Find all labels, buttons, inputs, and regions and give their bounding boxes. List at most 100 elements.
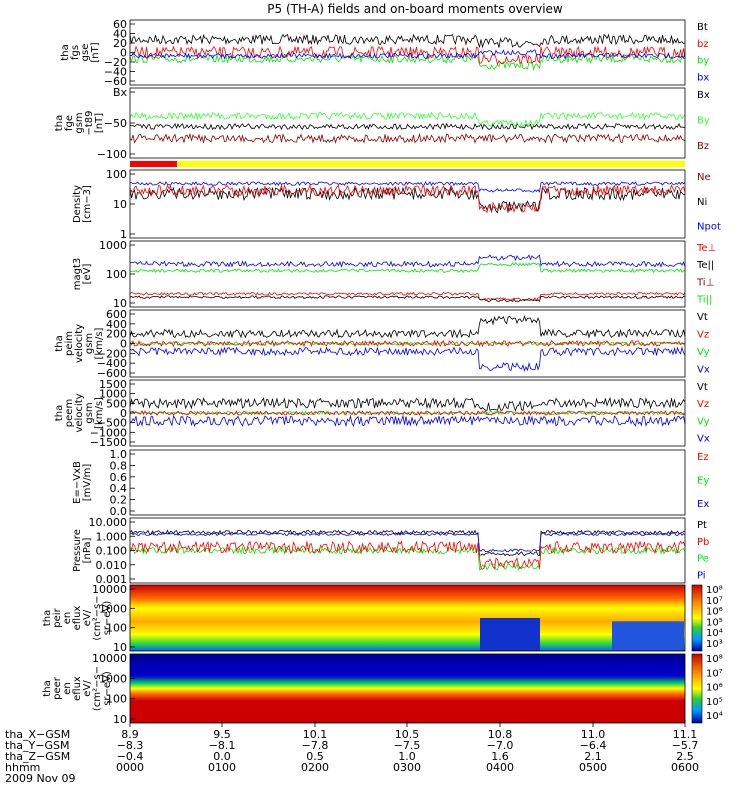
- temp-trace-3: [129, 295, 685, 303]
- footer-value: 1.6: [491, 750, 509, 763]
- footer-value: 0600: [671, 761, 699, 774]
- ion_spec-axis-label-line: (cm²−s−: [92, 595, 103, 640]
- ion_spec-axis-label-line: eV/: [82, 609, 93, 626]
- efield-tick-label: 0.6: [110, 471, 128, 484]
- footer-value: −6.4: [580, 739, 607, 752]
- fge-axis-label: thafgegsm−t89[nT]: [54, 110, 105, 135]
- density-trace-0: [129, 181, 686, 193]
- vel_i-axis-label: thapeimvelocitygsm[km/s]: [54, 324, 105, 363]
- pressure-axis-label: Pressure[nPa]: [72, 529, 93, 572]
- footer-value: 0.0: [213, 750, 231, 763]
- vel_e-tick-label: −500: [97, 417, 127, 430]
- footer-value: −5.7: [672, 739, 699, 752]
- temp-trace-2: [129, 291, 686, 302]
- vel_e-legend-item: Vz: [697, 399, 709, 410]
- footer-row-label: tha_Z−GSM: [5, 750, 70, 763]
- vel_i-legend-item: Vy: [697, 347, 710, 358]
- vel_e-tick-label: −1500: [90, 436, 127, 449]
- fgs-axis-label-line: [nT]: [90, 42, 101, 62]
- fgs-axis-label-line: gse: [80, 44, 91, 62]
- ion_spec-axis-label-line: peir: [52, 607, 63, 627]
- density-legend-item: Ni: [697, 197, 707, 208]
- temp-legend-item: Ti||: [696, 294, 712, 305]
- panels: 6040200−20−40−60thafgsgse[nT]BtbzbybxBx−…: [42, 18, 723, 726]
- fge-trace-0: [130, 122, 686, 131]
- vel_i-axis-label-line: tha: [54, 335, 65, 351]
- vel_e-tick-label: −1000: [90, 426, 127, 439]
- pressure-axis-label-line: [nPa]: [82, 537, 93, 563]
- fge-axis-label-line: tha: [54, 115, 65, 131]
- pressure-trace-2: [129, 539, 686, 570]
- ion_spec-colorbar-label: 10³: [706, 639, 723, 650]
- ion_spec-spectrogram: [130, 585, 685, 651]
- ion_spec-axis-label-line: en: [62, 612, 73, 625]
- ele_spec-axis-label-line: peer: [52, 676, 63, 700]
- pressure-legend-item: Pt: [697, 520, 707, 531]
- ion_spec-frame: [129, 584, 686, 652]
- ion_spec-tick-label: 10000: [92, 583, 127, 596]
- footer-value: 0500: [579, 761, 607, 774]
- vel_e-legend-item: Vy: [697, 416, 710, 427]
- ion_spec-colorbar-label: 10⁴: [706, 628, 723, 639]
- fgs-axis-label: thafgsgse[nT]: [60, 42, 101, 62]
- ion_spec-axis-label-line: tha: [42, 610, 53, 626]
- fgs-legend-item: bz: [697, 39, 709, 50]
- ion_spec-colorbar-label: 10⁵: [706, 617, 723, 628]
- vel_i-trace-1: [129, 341, 686, 346]
- efield-tick-label: 0.8: [110, 459, 128, 472]
- footer-value: 10.5: [395, 728, 420, 741]
- ion-spec-low-flux: [480, 618, 540, 651]
- fge-trace-2: [129, 132, 686, 144]
- ele_spec-axis-label: thapeerenefluxeV/(cm²−s−sr−eV): [42, 666, 113, 711]
- ele_spec-colorbar: [691, 653, 703, 724]
- pressure-tick-label: 0.010: [96, 559, 128, 572]
- ion_spec-tick-label: 100: [106, 622, 127, 635]
- efield-legend-item: Ey: [697, 476, 709, 487]
- footer-value: 9.5: [213, 728, 231, 741]
- temp-trace-0: [129, 262, 686, 274]
- fge-axis-label-line: fge: [64, 115, 75, 131]
- efield-axis-label-line: [mV/m]: [82, 464, 93, 502]
- ele_spec-colorbar-label: 10⁷: [706, 668, 723, 679]
- ele_spec-axis-label-line: en: [62, 682, 73, 695]
- ion_spec-tick-label: 1000: [99, 602, 127, 615]
- ion_spec-axis-label: thapeirenefluxeV/(cm²−s−sr−eV): [42, 595, 113, 640]
- footer-row-label: tha_X−GSM: [5, 728, 70, 741]
- fge-trace-1: [129, 111, 686, 128]
- footer-row-label: tha_Y−GSM: [5, 739, 69, 752]
- ele_spec-axis-label-line: (cm²−s−: [92, 666, 103, 711]
- ion_spec-colorbar-label: 10⁸: [706, 585, 723, 596]
- ele_spec-colorbar-label: 10⁵: [706, 697, 723, 708]
- footer-value: 0100: [208, 761, 236, 774]
- vel_i-tick-label: −400: [97, 357, 127, 370]
- density-tick-label: 1: [120, 228, 127, 241]
- density-frame: [129, 169, 686, 239]
- footer-value: 0300: [393, 761, 421, 774]
- vel_i-legend-item: Vx: [697, 364, 710, 375]
- vel_i-axis-label-line: [km/s]: [94, 327, 105, 359]
- fge-tick-label: −100: [97, 148, 127, 161]
- density-legend-item: Npot: [697, 222, 721, 233]
- footer-value: 0000: [116, 761, 144, 774]
- pressure-tick-label: 10.000: [89, 516, 128, 529]
- vel_i-trace-3: [129, 346, 686, 372]
- vel_e-axis-label-line: peem: [64, 399, 75, 427]
- ion-spec-low-flux-2: [612, 621, 684, 651]
- footer-value: 0400: [486, 761, 514, 774]
- vel_i-legend-item: Vz: [697, 329, 709, 340]
- fgs-axis-label-line: tha: [60, 44, 71, 60]
- fgs-tick-label: 20: [113, 37, 127, 50]
- density-axis-label: Density[cm−3]: [72, 185, 93, 223]
- efield-tick-label: 0.4: [110, 482, 128, 495]
- fgs-tick-label: −40: [104, 66, 127, 79]
- vel_i-axis-label-line: gsm: [84, 333, 95, 354]
- pressure-trace-0: [129, 529, 686, 557]
- vel_i-trace-2: [129, 339, 686, 348]
- footer-value: 0200: [301, 761, 329, 774]
- ele_spec-colorbar-label: 10⁴: [706, 711, 723, 722]
- ion_spec-colorbar-label: 10⁶: [706, 607, 723, 618]
- ion_spec-axis-label-line: eflux: [72, 606, 83, 631]
- vel_i-legend-item: Vt: [697, 312, 708, 323]
- vel_i-tick-label: −200: [97, 347, 127, 360]
- density-trace-2: [129, 183, 686, 214]
